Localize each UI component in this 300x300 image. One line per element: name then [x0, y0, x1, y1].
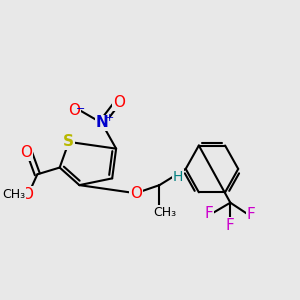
Text: O: O: [21, 187, 33, 202]
Text: S: S: [63, 134, 74, 149]
Text: F: F: [205, 206, 214, 221]
Text: O: O: [130, 186, 142, 201]
Text: H: H: [172, 170, 183, 184]
Text: O: O: [68, 103, 80, 118]
Text: +: +: [105, 113, 114, 123]
Text: O: O: [20, 145, 32, 160]
Text: CH₃: CH₃: [2, 188, 25, 201]
Text: O: O: [113, 95, 125, 110]
Text: N: N: [95, 116, 108, 130]
Text: F: F: [247, 207, 256, 222]
Text: CH₃: CH₃: [153, 206, 176, 219]
Text: F: F: [226, 218, 235, 233]
Text: −: −: [76, 104, 86, 114]
